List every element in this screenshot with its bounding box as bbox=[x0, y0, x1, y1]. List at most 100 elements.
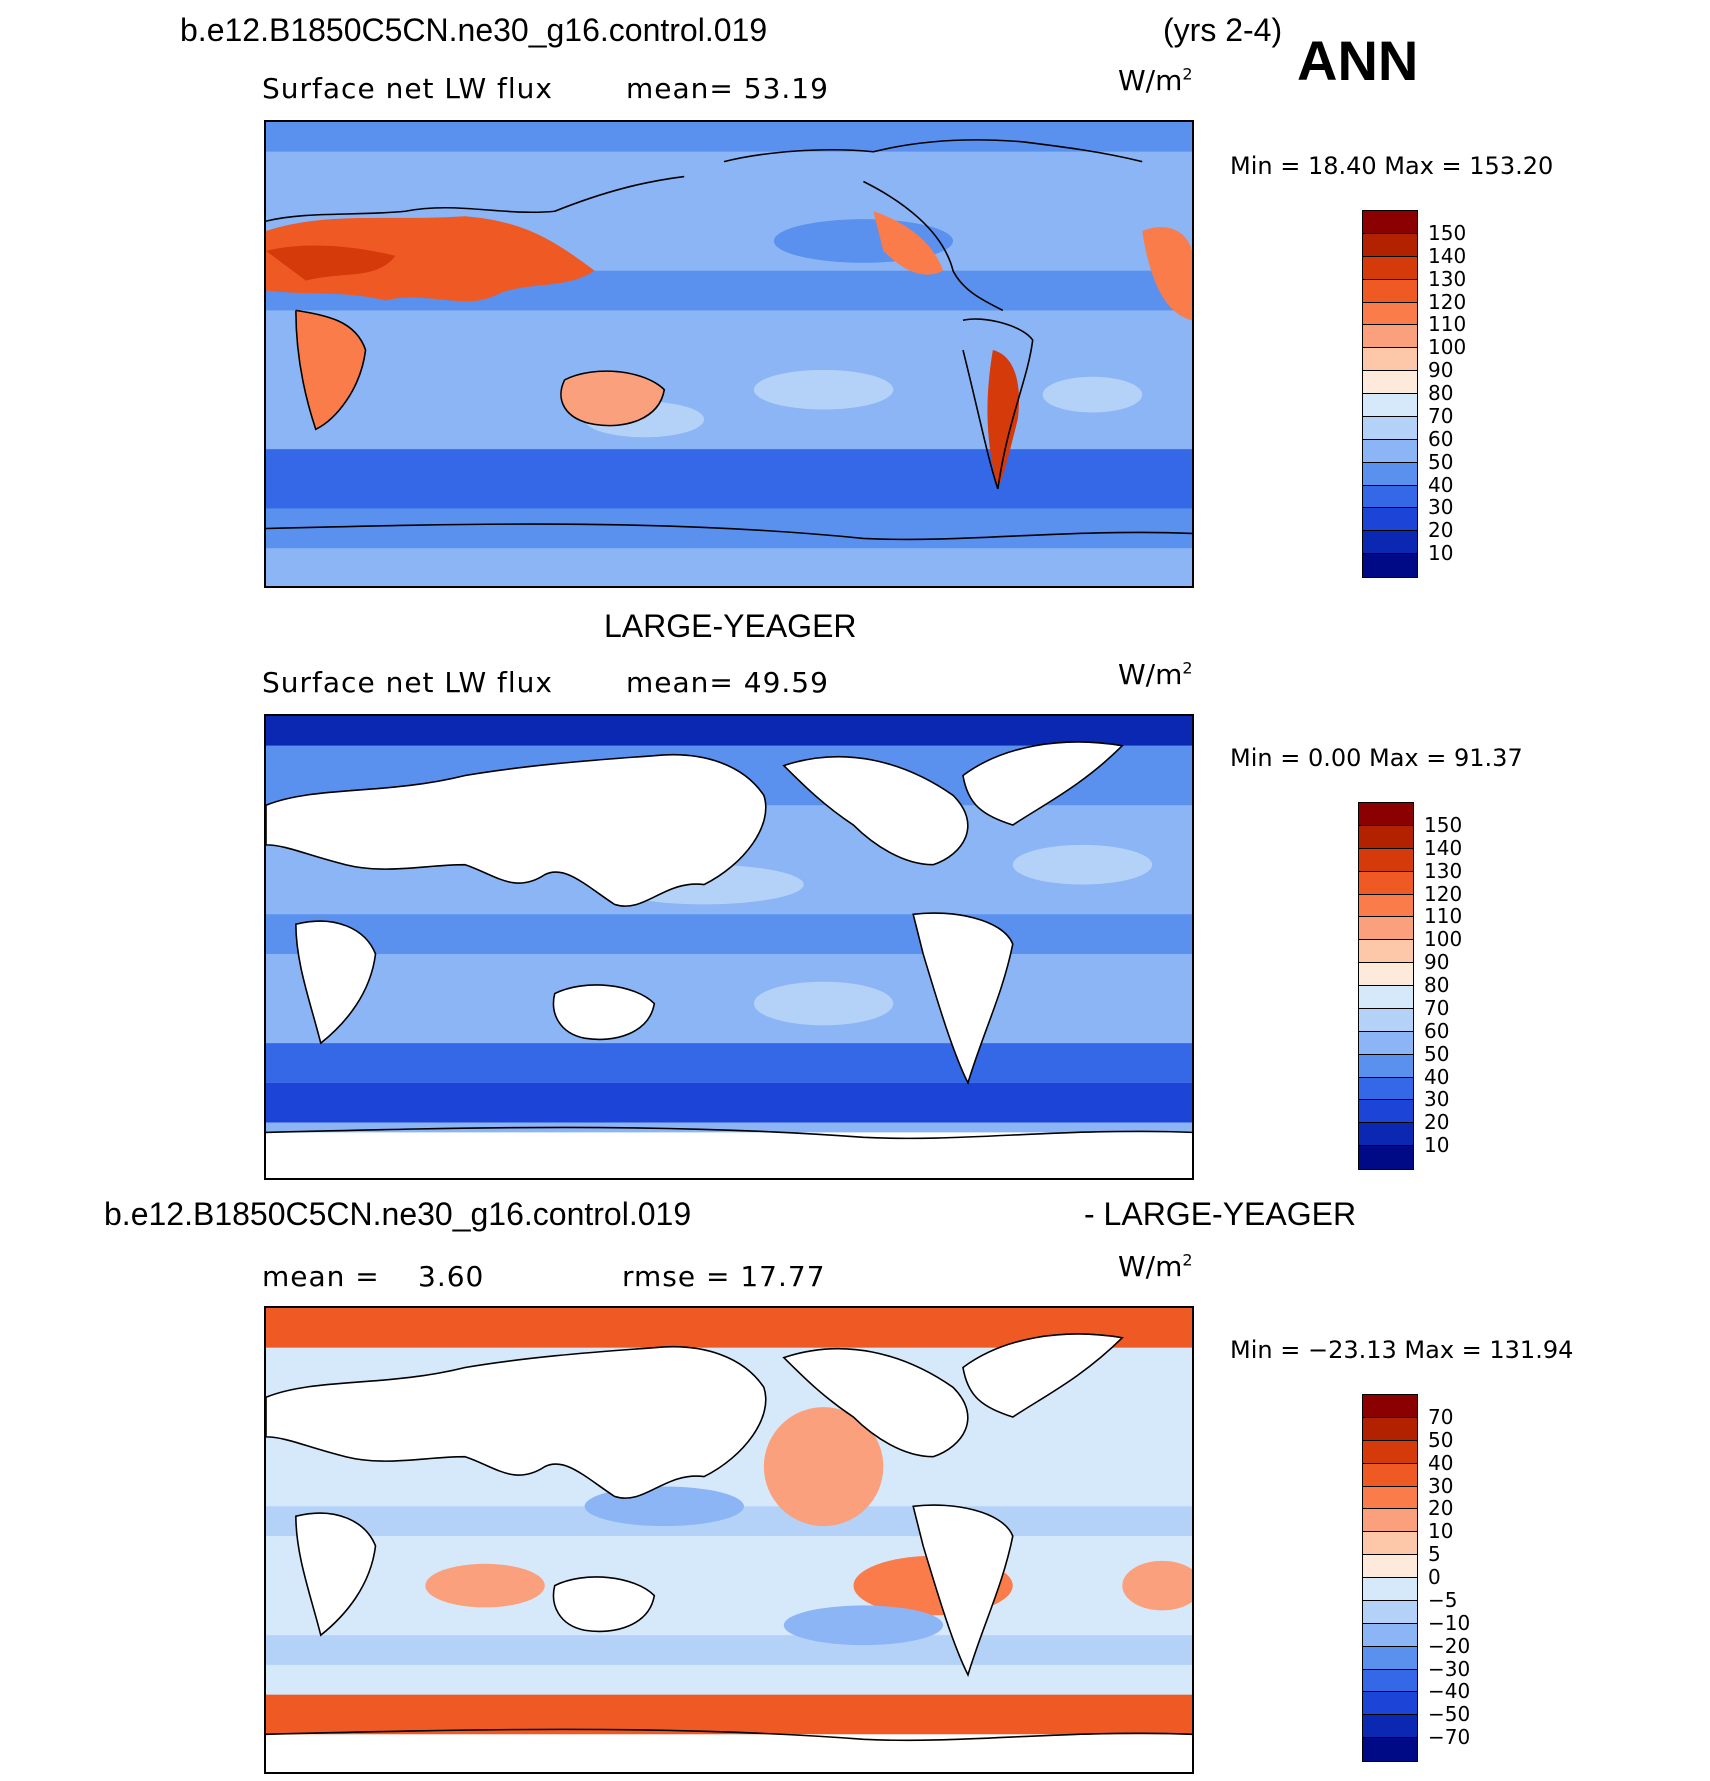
colorbar-swatch bbox=[1363, 485, 1417, 509]
colorbar-tick-label: 140 bbox=[1424, 835, 1463, 860]
season-label: ANN bbox=[1297, 29, 1419, 92]
colorbar-tick-label: 40 bbox=[1428, 472, 1454, 497]
colorbar-tick-label: 20 bbox=[1428, 1496, 1454, 1521]
colorbar-swatch bbox=[1363, 371, 1417, 394]
colorbar-swatch bbox=[1359, 963, 1413, 986]
colorbar-swatch bbox=[1363, 256, 1417, 280]
colorbar-swatch bbox=[1359, 917, 1413, 941]
colorbar-tick-label: 80 bbox=[1424, 973, 1450, 997]
panel1-map bbox=[264, 120, 1194, 588]
colorbar-swatch bbox=[1363, 1623, 1417, 1647]
colorbar-tick-label: 100 bbox=[1424, 927, 1463, 952]
colorbar-swatch bbox=[1363, 325, 1417, 349]
colorbar-tick-label: 30 bbox=[1424, 1087, 1450, 1112]
colorbar-tick-label: −10 bbox=[1428, 1610, 1471, 1635]
colorbar-tick-label: 110 bbox=[1428, 312, 1467, 337]
colorbar-tick-label: −70 bbox=[1428, 1725, 1471, 1750]
panel2-units: W/m2 bbox=[1118, 658, 1193, 691]
panel3-units: W/m2 bbox=[1118, 1250, 1193, 1283]
colorbar-swatch bbox=[1359, 871, 1413, 895]
colorbar-tick-label: 60 bbox=[1424, 1018, 1450, 1043]
colorbar-tick-label: 130 bbox=[1424, 858, 1463, 883]
colorbar-tick-label: 120 bbox=[1424, 881, 1463, 906]
colorbar-swatch bbox=[1359, 1123, 1413, 1147]
colorbar-tick-label: 40 bbox=[1424, 1064, 1450, 1089]
panel2-heading: LARGE-YEAGER bbox=[604, 608, 857, 644]
colorbar-swatch bbox=[1363, 1669, 1417, 1693]
colorbar-swatch bbox=[1363, 1463, 1417, 1487]
panel2-mean: mean= 49.59 bbox=[626, 666, 829, 699]
colorbar-swatch bbox=[1363, 279, 1417, 303]
colorbar-swatch bbox=[1363, 1646, 1417, 1670]
panel1-minmax: Min = 18.40 Max = 153.20 bbox=[1230, 152, 1554, 180]
colorbar-swatch bbox=[1363, 1738, 1417, 1761]
colorbar-tick-label: 60 bbox=[1428, 426, 1454, 451]
colorbar-tick-label: −20 bbox=[1428, 1633, 1471, 1658]
colorbar-tick-label: 90 bbox=[1424, 950, 1450, 975]
colorbar-tick-label: 90 bbox=[1428, 358, 1454, 383]
colorbar-tick-label: 130 bbox=[1428, 266, 1467, 291]
colorbar-tick-label: 20 bbox=[1424, 1110, 1450, 1135]
colorbar-tick-label: 5 bbox=[1428, 1542, 1441, 1567]
colorbar-tick-label: 80 bbox=[1428, 381, 1454, 405]
panel2-variable: Surface net LW flux bbox=[262, 666, 553, 699]
colorbar-swatch bbox=[1359, 1100, 1413, 1124]
panel3-rmse: rmse = 17.77 bbox=[622, 1260, 826, 1293]
panel2-minmax: Min = 0.00 Max = 91.37 bbox=[1230, 744, 1523, 772]
colorbar-swatch bbox=[1363, 1600, 1417, 1624]
colorbar-swatch bbox=[1359, 1077, 1413, 1101]
colorbar-swatch bbox=[1359, 848, 1413, 872]
panel3-minmax: Min = −23.13 Max = 131.94 bbox=[1230, 1336, 1574, 1364]
colorbar-swatch bbox=[1363, 1486, 1417, 1510]
colorbar-tick-label: 0 bbox=[1428, 1565, 1441, 1589]
panel3-colorbar-swatches bbox=[1362, 1394, 1418, 1762]
colorbar-tick-label: 110 bbox=[1424, 904, 1463, 929]
colorbar-swatch bbox=[1363, 1395, 1417, 1418]
colorbar-swatch bbox=[1363, 1715, 1417, 1739]
colorbar-tick-label: 120 bbox=[1428, 289, 1467, 314]
colorbar-swatch bbox=[1363, 416, 1417, 440]
colorbar-tick-label: 10 bbox=[1424, 1133, 1450, 1158]
panel2-colorbar-swatches bbox=[1358, 802, 1414, 1170]
colorbar-tick-label: 30 bbox=[1428, 1473, 1454, 1498]
panel1-mean: mean= 53.19 bbox=[626, 72, 829, 105]
colorbar-swatch bbox=[1363, 508, 1417, 532]
panel1-units: W/m2 bbox=[1118, 64, 1193, 97]
colorbar-swatch bbox=[1359, 894, 1413, 918]
panel3-mean-value: 3.60 bbox=[418, 1260, 485, 1293]
panel3-map bbox=[264, 1306, 1194, 1774]
colorbar-tick-label: −50 bbox=[1428, 1702, 1471, 1727]
colorbar-swatch bbox=[1359, 1146, 1413, 1169]
colorbar-tick-label: 50 bbox=[1428, 1427, 1454, 1452]
colorbar-tick-label: 70 bbox=[1428, 1404, 1454, 1429]
colorbar-swatch bbox=[1363, 531, 1417, 555]
colorbar-tick-label: −5 bbox=[1428, 1587, 1458, 1612]
panel3-map-field bbox=[266, 1308, 1192, 1772]
colorbar-swatch bbox=[1359, 1054, 1413, 1078]
colorbar-swatch bbox=[1363, 1532, 1417, 1556]
colorbar-tick-label: −40 bbox=[1428, 1679, 1471, 1704]
colorbar-tick-label: 10 bbox=[1428, 541, 1454, 566]
colorbar-tick-label: 20 bbox=[1428, 518, 1454, 543]
colorbar-swatch bbox=[1363, 1578, 1417, 1601]
colorbar-swatch bbox=[1359, 1031, 1413, 1055]
colorbar-tick-label: 30 bbox=[1428, 495, 1454, 520]
colorbar-tick-label: 150 bbox=[1428, 220, 1467, 245]
case-title: b.e12.B1850C5CN.ne30_g16.control.019 bbox=[180, 12, 768, 48]
colorbar-swatch bbox=[1363, 233, 1417, 257]
colorbar-swatch bbox=[1363, 439, 1417, 463]
colorbar-swatch bbox=[1363, 554, 1417, 577]
panel2-map bbox=[264, 714, 1194, 1180]
colorbar-swatch bbox=[1359, 940, 1413, 964]
panel3-heading-right: - LARGE-YEAGER bbox=[1084, 1196, 1357, 1232]
colorbar-swatch bbox=[1363, 1692, 1417, 1716]
colorbar-swatch bbox=[1363, 462, 1417, 486]
colorbar-tick-label: 10 bbox=[1428, 1519, 1454, 1544]
colorbar-swatch bbox=[1359, 825, 1413, 849]
panel2-map-field bbox=[266, 716, 1192, 1178]
colorbar-tick-label: 100 bbox=[1428, 335, 1467, 360]
panel1-variable: Surface net LW flux bbox=[262, 72, 553, 105]
colorbar-swatch bbox=[1363, 211, 1417, 234]
colorbar-swatch bbox=[1359, 986, 1413, 1009]
colorbar-tick-label: 140 bbox=[1428, 243, 1467, 268]
